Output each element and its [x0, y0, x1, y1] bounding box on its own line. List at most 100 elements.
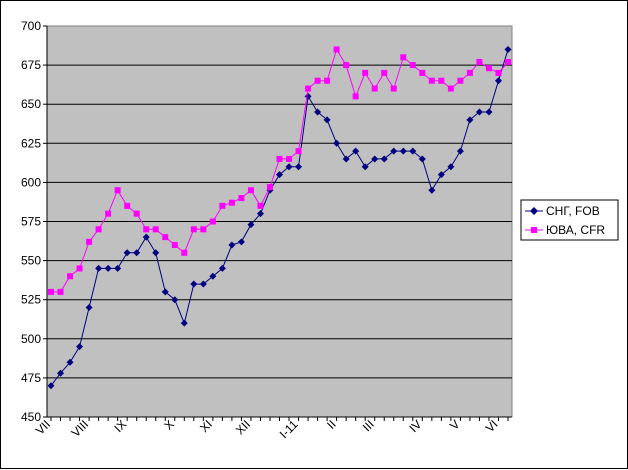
data-point [371, 155, 379, 163]
y-tick-label-550: 550 [21, 254, 41, 268]
data-point [209, 218, 216, 225]
data-point [399, 147, 407, 155]
data-point [123, 249, 131, 257]
data-point [76, 265, 83, 272]
x-tick-label-VIII: VIII [69, 417, 92, 440]
data-point [476, 58, 483, 65]
data-point [466, 69, 473, 76]
data-point [475, 108, 483, 116]
data-point [47, 382, 55, 390]
data-point [438, 77, 445, 84]
data-point [361, 163, 369, 171]
data-point [95, 226, 102, 233]
x-tick-label-IV: IV [407, 417, 425, 435]
data-point [352, 93, 359, 100]
data-point [104, 264, 112, 272]
data-point [152, 249, 160, 257]
data-point [114, 187, 121, 194]
data-point [419, 69, 426, 76]
data-point [362, 69, 369, 76]
data-point [199, 280, 207, 288]
data-point [190, 226, 197, 233]
data-point [266, 184, 273, 191]
data-point [371, 85, 378, 92]
data-point [48, 288, 54, 295]
data-point [171, 296, 179, 304]
data-point [161, 288, 169, 296]
data-point [285, 163, 293, 171]
data-point [228, 241, 236, 249]
data-point [381, 69, 388, 76]
data-point [485, 108, 493, 116]
data-point [114, 264, 122, 272]
data-point [209, 272, 217, 280]
y-tick-label-475: 475 [21, 371, 41, 385]
data-point [143, 226, 150, 233]
y-tick-label-700: 700 [21, 19, 41, 33]
data-point [171, 241, 178, 248]
data-point [505, 58, 511, 65]
data-point [305, 85, 312, 92]
x-tick-label-XI: XI [197, 417, 215, 435]
y-tick-label-525: 525 [21, 293, 41, 307]
data-point [200, 226, 207, 233]
data-point [85, 304, 93, 312]
data-point [495, 69, 502, 76]
x-tick-label-IX: IX [111, 417, 129, 435]
series-1 [48, 46, 511, 295]
data-point [247, 187, 254, 194]
data-point [390, 147, 398, 155]
x-tick-label-XII: XII [233, 417, 253, 437]
data-point [237, 238, 245, 246]
data-point [409, 147, 417, 155]
data-point [352, 147, 360, 155]
y-tick-label-675: 675 [21, 58, 41, 72]
y-tick-label-500: 500 [21, 332, 41, 346]
data-point [219, 202, 226, 209]
data-point [295, 148, 302, 155]
y-tick-label-450: 450 [21, 410, 41, 424]
series-group [47, 45, 512, 390]
data-point [466, 116, 474, 124]
data-point [418, 155, 426, 163]
data-point [57, 369, 65, 377]
data-point [457, 77, 464, 84]
data-point [133, 210, 140, 217]
y-tick-label-650: 650 [21, 97, 41, 111]
data-point [152, 226, 159, 233]
data-point [218, 264, 226, 272]
data-point [504, 45, 512, 53]
data-point [428, 186, 436, 194]
data-point [86, 238, 93, 245]
data-point [190, 280, 198, 288]
data-point [76, 343, 84, 351]
data-point [257, 202, 264, 209]
data-point [57, 288, 64, 295]
data-point [256, 210, 264, 218]
y-tick-label-575: 575 [21, 215, 41, 229]
gridlines [47, 64, 512, 379]
data-point [105, 210, 112, 217]
data-point [400, 54, 407, 61]
data-point [390, 85, 397, 92]
data-point [286, 155, 293, 162]
legend-box [520, 199, 619, 241]
data-point [142, 233, 150, 241]
data-point [67, 273, 74, 280]
data-point [437, 171, 445, 179]
data-point [228, 199, 235, 206]
data-point [494, 77, 502, 85]
data-point [333, 46, 340, 53]
data-point [66, 358, 74, 366]
data-point [133, 249, 141, 257]
data-point [428, 77, 435, 84]
data-point [124, 202, 131, 209]
data-point [276, 155, 283, 162]
data-point [95, 264, 103, 272]
data-point [276, 171, 283, 179]
data-point [295, 163, 303, 171]
data-point [447, 163, 455, 171]
data-point [314, 77, 321, 84]
data-point [456, 147, 464, 155]
